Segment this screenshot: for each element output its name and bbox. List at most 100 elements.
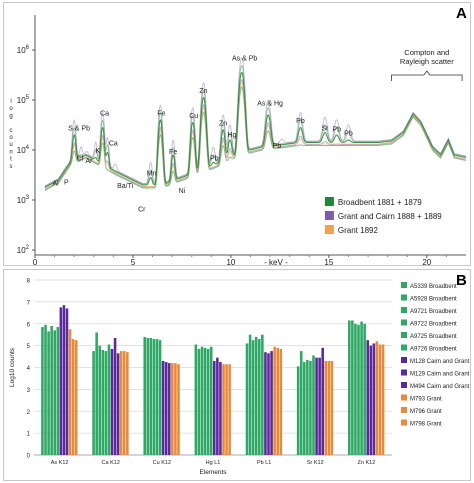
panel-b-tag: B	[456, 272, 467, 289]
bar	[330, 360, 334, 455]
peak-label: Zn	[199, 88, 207, 95]
x-tick-label: Hg L1	[206, 460, 221, 466]
x-tick-label: Ca K12	[102, 460, 120, 466]
bar	[303, 362, 306, 455]
y-tick-label: 0	[27, 454, 31, 460]
peak-label: Mn	[147, 171, 157, 178]
y-axis-label-char: n	[9, 149, 12, 155]
y-tick-label: 1	[27, 432, 31, 438]
bar	[177, 364, 180, 455]
y-axis-label-char: t	[10, 157, 12, 163]
legend-swatch	[401, 307, 407, 313]
panel-b: B 0 1 2 3 4 5 6 7 8 Log10 counts As K12 Ca K12 Cu K1…	[3, 269, 471, 481]
spectrum-line-3	[44, 57, 467, 187]
bar	[206, 348, 210, 455]
legend-swatch	[324, 197, 334, 206]
bar	[197, 348, 201, 455]
x-tick-label: As K12	[51, 460, 69, 466]
bar	[258, 339, 261, 455]
legend-label: A9722 Broadbent	[410, 322, 457, 328]
bar	[309, 360, 312, 455]
peak-label: Pb	[332, 127, 341, 134]
y-tick-label: 6	[27, 322, 31, 328]
bar	[110, 348, 114, 455]
bar	[296, 366, 300, 455]
scatter-label: Rayleigh scatter	[400, 57, 454, 66]
legend-swatch	[401, 332, 407, 338]
bar	[50, 325, 53, 455]
bar	[228, 364, 231, 455]
bar	[312, 355, 315, 455]
bar	[122, 351, 126, 455]
peak-label: Ni	[179, 188, 186, 195]
bar	[261, 334, 264, 455]
legend-swatch	[401, 357, 407, 363]
legend-swatch	[401, 369, 407, 376]
bar	[41, 327, 44, 455]
bar	[348, 320, 351, 455]
y-tick-label: 7	[27, 300, 31, 306]
scatter-bracket	[391, 70, 463, 81]
spectrum-line-5	[44, 82, 467, 190]
bar	[354, 323, 357, 455]
bar	[378, 344, 382, 455]
spectrum-line-4	[44, 86, 467, 191]
scatter-label: Compton and	[404, 48, 449, 57]
bar	[299, 351, 303, 455]
peak-label: Pb	[296, 118, 305, 125]
peak-label: P	[64, 180, 69, 187]
spectrum-line-6	[44, 72, 467, 188]
legend-swatch	[401, 344, 407, 351]
bar	[327, 360, 331, 455]
legend-label: A9726 Broadbent	[410, 347, 457, 353]
y-axis-label: Log10 counts	[9, 347, 16, 387]
bar	[126, 352, 129, 455]
y-tick-label: 106	[17, 45, 30, 55]
bar	[225, 364, 228, 455]
legend-label: A5928 Broadbent	[410, 297, 457, 303]
peak-label: Cu	[189, 113, 198, 120]
x-tick-label: Sr K12	[307, 460, 324, 466]
bar	[146, 337, 150, 455]
bar	[167, 363, 171, 456]
x-axis-label: - keV -	[264, 258, 288, 265]
bar	[98, 345, 102, 456]
legend-label: Grant 1892	[338, 226, 379, 235]
legend-label: M494 Cairn and Grant	[410, 384, 470, 390]
peak-label: K	[95, 148, 100, 155]
y-tick-label: 105	[17, 95, 30, 105]
bar	[107, 344, 111, 455]
bar	[264, 352, 267, 455]
x-tick-label: Cu K12	[153, 460, 171, 466]
bar	[161, 360, 165, 455]
legend-label: A5339 Broadbent	[410, 284, 457, 290]
bar	[248, 334, 252, 455]
bar	[324, 360, 328, 455]
bar	[113, 337, 117, 455]
x-axis-label: Elements	[199, 469, 227, 476]
bar	[158, 340, 162, 455]
spectrum-line-0	[44, 65, 467, 187]
legend-label: Grant and Cairn 1888 + 1889	[338, 212, 442, 221]
panel-a-tag: A	[456, 5, 467, 22]
bar	[47, 331, 50, 455]
y-tick-label: 102	[17, 245, 30, 255]
peak-label: Cr	[138, 207, 146, 214]
y-tick-label: 104	[17, 145, 30, 155]
y-axis-label-char: u	[9, 142, 12, 148]
bar	[251, 340, 255, 455]
x-tick-label: 20	[422, 258, 431, 265]
bar	[321, 347, 324, 455]
legend-swatch	[401, 407, 407, 413]
y-axis-label-char: c	[10, 128, 13, 134]
bar	[276, 347, 279, 455]
x-tick-label: 10	[226, 258, 235, 265]
bar	[74, 340, 78, 455]
y-tick-label: 8	[27, 279, 31, 285]
peak-label: Al	[52, 181, 59, 188]
bar	[95, 332, 98, 455]
y-axis-label-char: s	[10, 164, 13, 170]
bar	[92, 351, 95, 455]
bar	[171, 363, 174, 456]
legend-label: M793 Grant	[410, 397, 442, 403]
